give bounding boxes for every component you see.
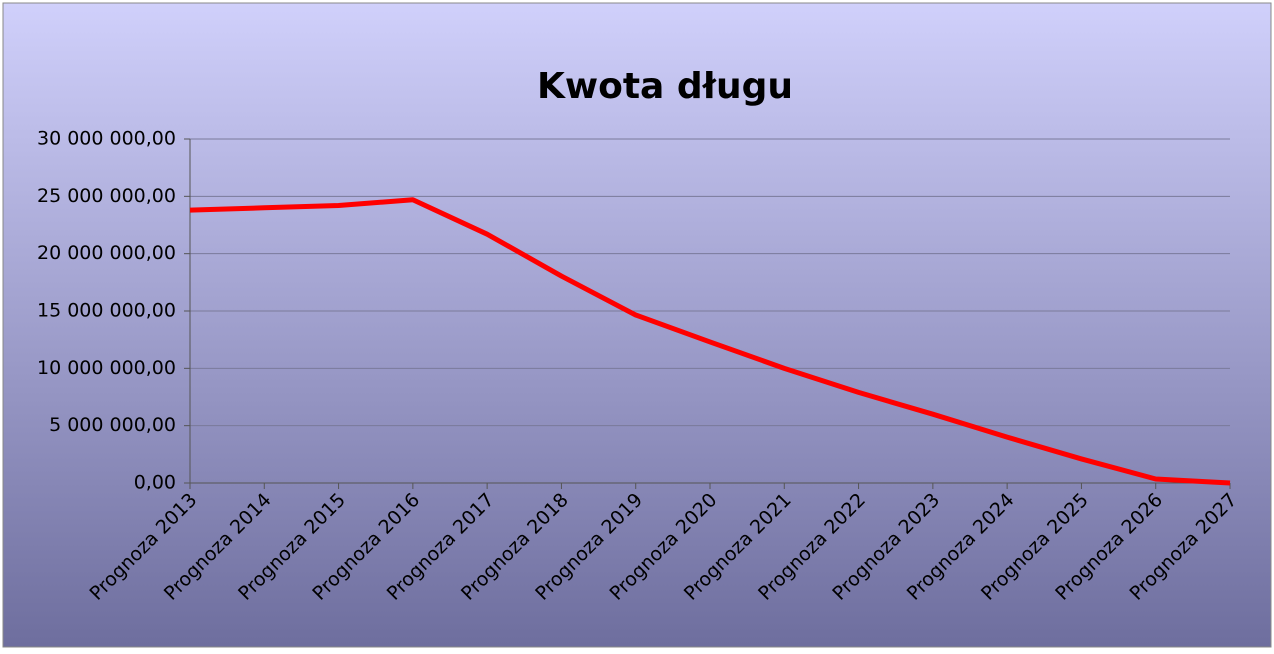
y-tick-label: 15 000 000,00: [37, 300, 176, 322]
y-tick-label: 25 000 000,00: [37, 185, 176, 207]
y-tick-label: 0,00: [134, 472, 176, 494]
chart-title: Kwota długu: [537, 66, 793, 107]
y-tick-label: 30 000 000,00: [37, 128, 176, 150]
y-tick-label: 5 000 000,00: [49, 414, 176, 436]
y-tick-label: 10 000 000,00: [37, 357, 176, 379]
line-series: [189, 197, 1231, 486]
y-tick-label: 20 000 000,00: [37, 242, 176, 264]
